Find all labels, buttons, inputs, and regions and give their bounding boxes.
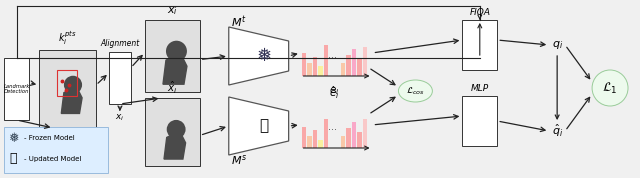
- Bar: [318, 66, 323, 76]
- Bar: [324, 44, 328, 76]
- Bar: [57, 70, 77, 96]
- Text: ❅: ❅: [256, 47, 271, 65]
- Bar: [324, 119, 328, 148]
- Circle shape: [592, 70, 628, 106]
- Bar: [357, 59, 362, 76]
- Text: Alignment: Alignment: [100, 39, 140, 48]
- Bar: [4, 58, 29, 120]
- Bar: [39, 50, 96, 128]
- Text: $\hat{q}_i$: $\hat{q}_i$: [552, 123, 563, 139]
- Bar: [346, 128, 351, 148]
- Text: ...: ...: [328, 122, 337, 132]
- Circle shape: [64, 76, 82, 94]
- Text: $\mathcal{L}_1$: $\mathcal{L}_1$: [602, 80, 618, 96]
- Bar: [346, 55, 351, 76]
- Bar: [340, 63, 345, 76]
- Circle shape: [167, 120, 186, 139]
- Bar: [109, 52, 131, 104]
- Bar: [307, 136, 312, 148]
- Bar: [357, 132, 362, 148]
- Text: $e_i$: $e_i$: [330, 85, 340, 97]
- Text: FIQA: FIQA: [469, 8, 490, 17]
- Text: Landmark
Detection: Landmark Detection: [3, 84, 30, 94]
- Text: 🔥: 🔥: [259, 119, 268, 134]
- Text: $\dot{x}_i$: $\dot{x}_i$: [115, 109, 125, 122]
- Bar: [352, 122, 356, 148]
- Bar: [4, 127, 108, 173]
- Ellipse shape: [399, 80, 433, 102]
- Bar: [301, 53, 306, 76]
- Text: ...: ...: [328, 50, 337, 60]
- Text: ❅: ❅: [8, 132, 19, 145]
- Text: MLP: MLP: [471, 84, 489, 93]
- Text: 🔥: 🔥: [10, 153, 17, 166]
- Circle shape: [166, 41, 187, 62]
- Bar: [462, 20, 497, 70]
- Polygon shape: [228, 97, 289, 155]
- Text: $M^t$: $M^t$: [231, 14, 246, 30]
- Bar: [307, 63, 312, 76]
- Text: - Updated Model: - Updated Model: [24, 156, 81, 162]
- Bar: [462, 96, 497, 146]
- Bar: [301, 127, 306, 148]
- Bar: [352, 49, 356, 76]
- Polygon shape: [164, 135, 186, 159]
- Bar: [340, 136, 345, 148]
- Text: - Frozen Model: - Frozen Model: [24, 135, 75, 141]
- Bar: [363, 119, 367, 148]
- Text: $k_i^{pts}$: $k_i^{pts}$: [58, 29, 77, 47]
- Text: $x_i$: $x_i$: [167, 5, 178, 17]
- Text: $\hat{x}_i$: $\hat{x}_i$: [167, 80, 178, 96]
- Bar: [318, 140, 323, 148]
- Polygon shape: [228, 27, 289, 85]
- Text: $q_i$: $q_i$: [552, 39, 563, 51]
- Bar: [145, 98, 200, 166]
- Text: $M^s$: $M^s$: [230, 153, 247, 167]
- Polygon shape: [163, 57, 187, 84]
- Bar: [313, 130, 317, 148]
- Bar: [313, 57, 317, 76]
- Bar: [145, 20, 200, 92]
- Polygon shape: [61, 90, 82, 113]
- Bar: [363, 47, 367, 76]
- Text: $\mathcal{L}_{cos}$: $\mathcal{L}_{cos}$: [406, 85, 425, 97]
- Text: $\hat{e}_i$: $\hat{e}_i$: [330, 85, 340, 101]
